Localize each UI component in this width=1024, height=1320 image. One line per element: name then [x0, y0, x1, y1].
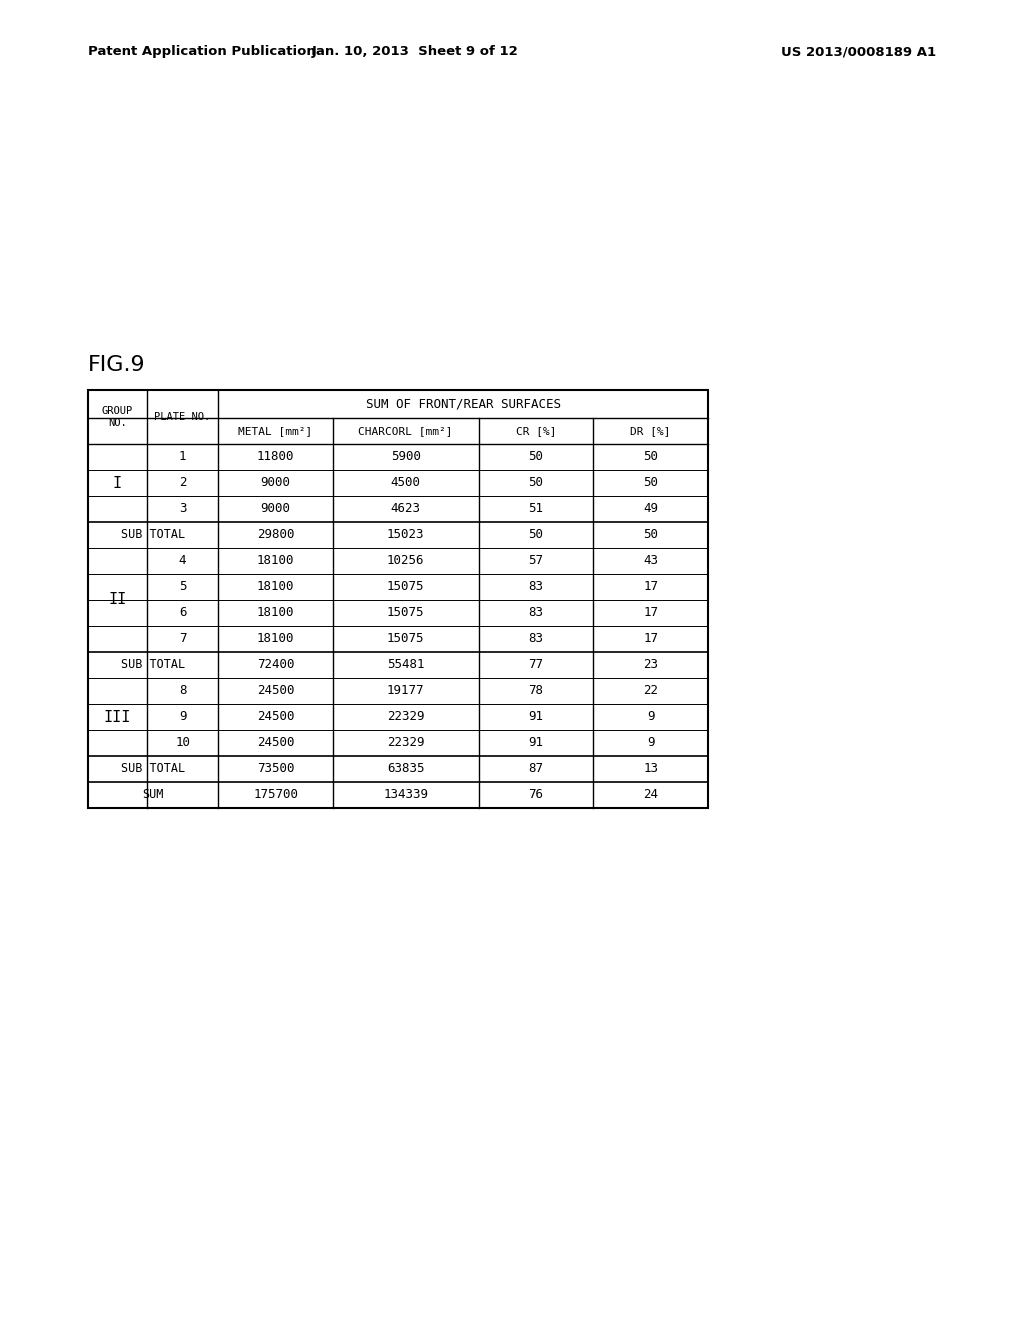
Text: 50: 50	[528, 477, 544, 490]
Text: 7: 7	[179, 632, 186, 645]
Text: 73500: 73500	[257, 763, 294, 776]
Text: 9000: 9000	[260, 503, 291, 516]
Text: 50: 50	[643, 450, 658, 463]
Text: 76: 76	[528, 788, 544, 801]
Text: 72400: 72400	[257, 659, 294, 672]
Text: 10: 10	[175, 737, 190, 750]
Text: SUM: SUM	[142, 788, 164, 801]
Text: 18100: 18100	[257, 581, 294, 594]
Text: 50: 50	[528, 528, 544, 541]
Text: 23: 23	[643, 659, 658, 672]
Text: 91: 91	[528, 710, 544, 723]
Text: 22: 22	[643, 685, 658, 697]
Text: 9: 9	[647, 737, 654, 750]
Text: 50: 50	[643, 477, 658, 490]
Text: 2: 2	[179, 477, 186, 490]
Text: 15075: 15075	[387, 606, 425, 619]
Text: III: III	[103, 710, 131, 725]
Text: 5900: 5900	[391, 450, 421, 463]
Text: 9000: 9000	[260, 477, 291, 490]
Text: CR [%]: CR [%]	[516, 426, 556, 436]
Text: 9: 9	[179, 710, 186, 723]
Text: 51: 51	[528, 503, 544, 516]
Text: Jan. 10, 2013  Sheet 9 of 12: Jan. 10, 2013 Sheet 9 of 12	[311, 45, 518, 58]
Text: 22329: 22329	[387, 710, 425, 723]
Text: 50: 50	[528, 450, 544, 463]
Text: II: II	[109, 593, 127, 607]
Text: US 2013/0008189 A1: US 2013/0008189 A1	[781, 45, 936, 58]
Text: GROUP
NO.: GROUP NO.	[101, 407, 133, 428]
Text: 15075: 15075	[387, 632, 425, 645]
Text: 83: 83	[528, 606, 544, 619]
Text: 57: 57	[528, 554, 544, 568]
Text: 6: 6	[179, 606, 186, 619]
Text: FIG.9: FIG.9	[88, 355, 145, 375]
Text: 78: 78	[528, 685, 544, 697]
Text: 4500: 4500	[391, 477, 421, 490]
Text: 24500: 24500	[257, 710, 294, 723]
Text: 87: 87	[528, 763, 544, 776]
Bar	[88, 389, 708, 808]
Text: 18100: 18100	[257, 632, 294, 645]
Text: 29800: 29800	[257, 528, 294, 541]
Text: 1: 1	[179, 450, 186, 463]
Text: SUB TOTAL: SUB TOTAL	[121, 528, 185, 541]
Text: 43: 43	[643, 554, 658, 568]
Text: 17: 17	[643, 606, 658, 619]
Text: 49: 49	[643, 503, 658, 516]
Text: 10256: 10256	[387, 554, 425, 568]
Text: 11800: 11800	[257, 450, 294, 463]
Text: 18100: 18100	[257, 606, 294, 619]
Text: 55481: 55481	[387, 659, 425, 672]
Text: SUB TOTAL: SUB TOTAL	[121, 763, 185, 776]
Text: 4: 4	[179, 554, 186, 568]
Text: 24500: 24500	[257, 685, 294, 697]
Text: 17: 17	[643, 632, 658, 645]
Text: 17: 17	[643, 581, 658, 594]
Text: 24: 24	[643, 788, 658, 801]
Text: 9: 9	[647, 710, 654, 723]
Text: 175700: 175700	[253, 788, 298, 801]
Text: 83: 83	[528, 581, 544, 594]
Text: 24500: 24500	[257, 737, 294, 750]
Text: SUM OF FRONT/REAR SURFACES: SUM OF FRONT/REAR SURFACES	[366, 397, 560, 411]
Text: DR [%]: DR [%]	[631, 426, 671, 436]
Text: I: I	[113, 475, 122, 491]
Text: 63835: 63835	[387, 763, 425, 776]
Text: 3: 3	[179, 503, 186, 516]
Text: PLATE NO.: PLATE NO.	[155, 412, 211, 422]
Text: Patent Application Publication: Patent Application Publication	[88, 45, 315, 58]
Text: 18100: 18100	[257, 554, 294, 568]
Text: 22329: 22329	[387, 737, 425, 750]
Text: SUB TOTAL: SUB TOTAL	[121, 659, 185, 672]
Text: 8: 8	[179, 685, 186, 697]
Text: 83: 83	[528, 632, 544, 645]
Text: 19177: 19177	[387, 685, 425, 697]
Text: 15075: 15075	[387, 581, 425, 594]
Text: 77: 77	[528, 659, 544, 672]
Text: CHARCORL [mm²]: CHARCORL [mm²]	[358, 426, 453, 436]
Text: 15023: 15023	[387, 528, 425, 541]
Text: 134339: 134339	[383, 788, 428, 801]
Text: 13: 13	[643, 763, 658, 776]
Text: 50: 50	[643, 528, 658, 541]
Text: METAL [mm²]: METAL [mm²]	[239, 426, 312, 436]
Text: 5: 5	[179, 581, 186, 594]
Text: 91: 91	[528, 737, 544, 750]
Text: 4623: 4623	[391, 503, 421, 516]
